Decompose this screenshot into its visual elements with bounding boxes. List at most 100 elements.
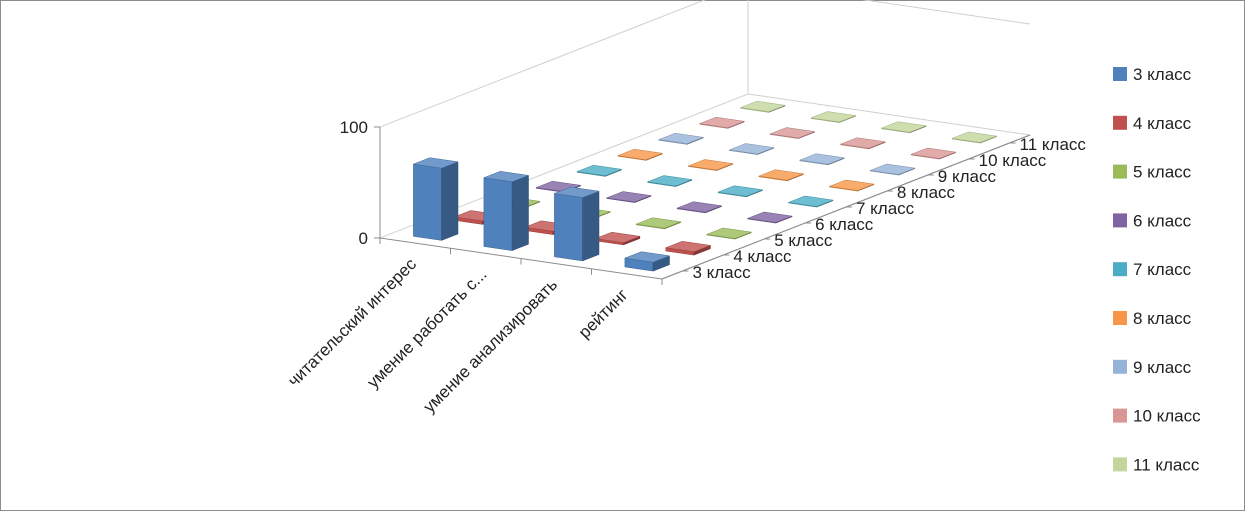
legend: 3 класс 4 класс 5 класс 6 класс 7 класс 8 кла… bbox=[1113, 65, 1201, 474]
legend-item: 4 класс bbox=[1113, 114, 1192, 133]
legend-swatch bbox=[1113, 311, 1127, 325]
bar bbox=[798, 153, 846, 166]
bar bbox=[910, 147, 957, 160]
bar-top-face bbox=[746, 211, 794, 223]
bar-top-face bbox=[635, 217, 682, 229]
bar bbox=[728, 143, 775, 155]
category-tick-label: читательский интерес bbox=[284, 254, 420, 390]
bar-top-face bbox=[623, 251, 671, 263]
bar-top-face bbox=[664, 241, 712, 253]
bar bbox=[412, 157, 459, 241]
legend-swatch bbox=[1113, 359, 1127, 374]
legend-item: 10 класс bbox=[1113, 407, 1201, 426]
legend-swatch bbox=[1113, 262, 1127, 277]
depth-tick-label: 8 класс bbox=[897, 183, 956, 202]
bar-top-face bbox=[869, 163, 916, 175]
bar-side-face bbox=[441, 161, 459, 241]
bar bbox=[757, 169, 805, 182]
bar bbox=[553, 186, 600, 262]
bar-top-face bbox=[676, 201, 723, 213]
depth-tick-label: 6 класс bbox=[815, 215, 874, 234]
bar-top-face bbox=[787, 195, 834, 207]
value-tick-label: 0 bbox=[359, 229, 368, 248]
legend-label: 5 класс bbox=[1133, 163, 1192, 182]
category-tick-label: умение анализировать bbox=[420, 275, 562, 417]
bars bbox=[412, 100, 998, 272]
bar bbox=[951, 131, 998, 144]
bar bbox=[769, 127, 816, 139]
value-tick-label: 100 bbox=[340, 118, 368, 137]
bar-top-face bbox=[698, 116, 746, 128]
legend-swatch bbox=[1113, 164, 1127, 179]
legend-item: 6 класс bbox=[1113, 211, 1192, 230]
bar bbox=[839, 137, 887, 150]
plot-walls bbox=[379, 0, 1031, 280]
depth-tick-label: 9 класс bbox=[938, 167, 997, 186]
legend-swatch bbox=[1113, 67, 1127, 81]
bar-top-face bbox=[705, 227, 753, 239]
bar-top-face bbox=[616, 148, 664, 160]
depth-tick-label: 11 класс bbox=[1020, 135, 1087, 154]
depth-tick-label: 10 класс bbox=[979, 151, 1047, 170]
bar bbox=[482, 171, 530, 251]
legend-swatch bbox=[1113, 213, 1127, 228]
bar bbox=[828, 179, 875, 192]
bar bbox=[646, 175, 693, 187]
bar-top-face bbox=[687, 159, 734, 171]
bar-side-face bbox=[511, 175, 529, 251]
bar bbox=[616, 148, 664, 161]
legend-label: 6 класс bbox=[1133, 211, 1192, 230]
bar-top-face bbox=[717, 185, 764, 197]
bar-top-face bbox=[657, 132, 705, 144]
bar-top-face bbox=[828, 179, 875, 191]
depth-tick-label: 4 класс bbox=[733, 247, 792, 266]
bar bbox=[705, 227, 753, 240]
legend-swatch bbox=[1113, 408, 1127, 423]
bar bbox=[664, 241, 712, 256]
category-tick-label: рейтинг bbox=[575, 285, 632, 342]
legend-label: 9 класс bbox=[1133, 358, 1192, 377]
bar-top-face bbox=[605, 191, 653, 203]
bar-top-face bbox=[769, 127, 816, 139]
bar-top-face bbox=[798, 153, 846, 165]
bar bbox=[739, 100, 787, 113]
bar-front-face bbox=[554, 193, 583, 262]
legend-label: 7 класс bbox=[1133, 260, 1192, 279]
bar-top-face bbox=[646, 175, 693, 187]
gridline-100 bbox=[379, 0, 1031, 128]
bar bbox=[746, 211, 794, 224]
bar-front-face bbox=[483, 177, 513, 251]
legend-label: 10 класс bbox=[1133, 407, 1201, 426]
bar-top-face bbox=[810, 111, 857, 123]
legend-label: 8 класс bbox=[1133, 309, 1192, 328]
legend-swatch bbox=[1113, 115, 1127, 130]
legend-item: 7 класс bbox=[1113, 260, 1192, 279]
bar-top-face bbox=[910, 147, 957, 159]
legend-item: 8 класс bbox=[1113, 309, 1192, 328]
legend-label: 4 класс bbox=[1133, 114, 1192, 133]
bar bbox=[605, 191, 653, 203]
bar bbox=[687, 159, 734, 171]
bar-top-face bbox=[412, 157, 459, 169]
bar bbox=[698, 116, 746, 129]
bar-top-face bbox=[594, 231, 641, 243]
bar bbox=[880, 121, 928, 134]
bar bbox=[635, 217, 682, 230]
legend-swatch bbox=[1113, 457, 1127, 472]
depth-tick-label: 7 класс bbox=[856, 199, 915, 218]
bar bbox=[576, 164, 623, 177]
bar-top-face bbox=[757, 169, 805, 181]
legend-item: 5 класс bbox=[1113, 163, 1192, 182]
bar-top-face bbox=[553, 186, 600, 198]
bar-top-face bbox=[839, 137, 887, 149]
bar-top-face bbox=[880, 121, 928, 133]
bar-top-face bbox=[951, 131, 998, 143]
bar-front-face bbox=[413, 163, 442, 241]
bar-side-face bbox=[582, 190, 600, 262]
legend-item: 3 класс bbox=[1113, 65, 1192, 84]
depth-tick-label: 5 класс bbox=[774, 231, 833, 250]
bar bbox=[594, 231, 641, 246]
bar bbox=[657, 132, 705, 145]
